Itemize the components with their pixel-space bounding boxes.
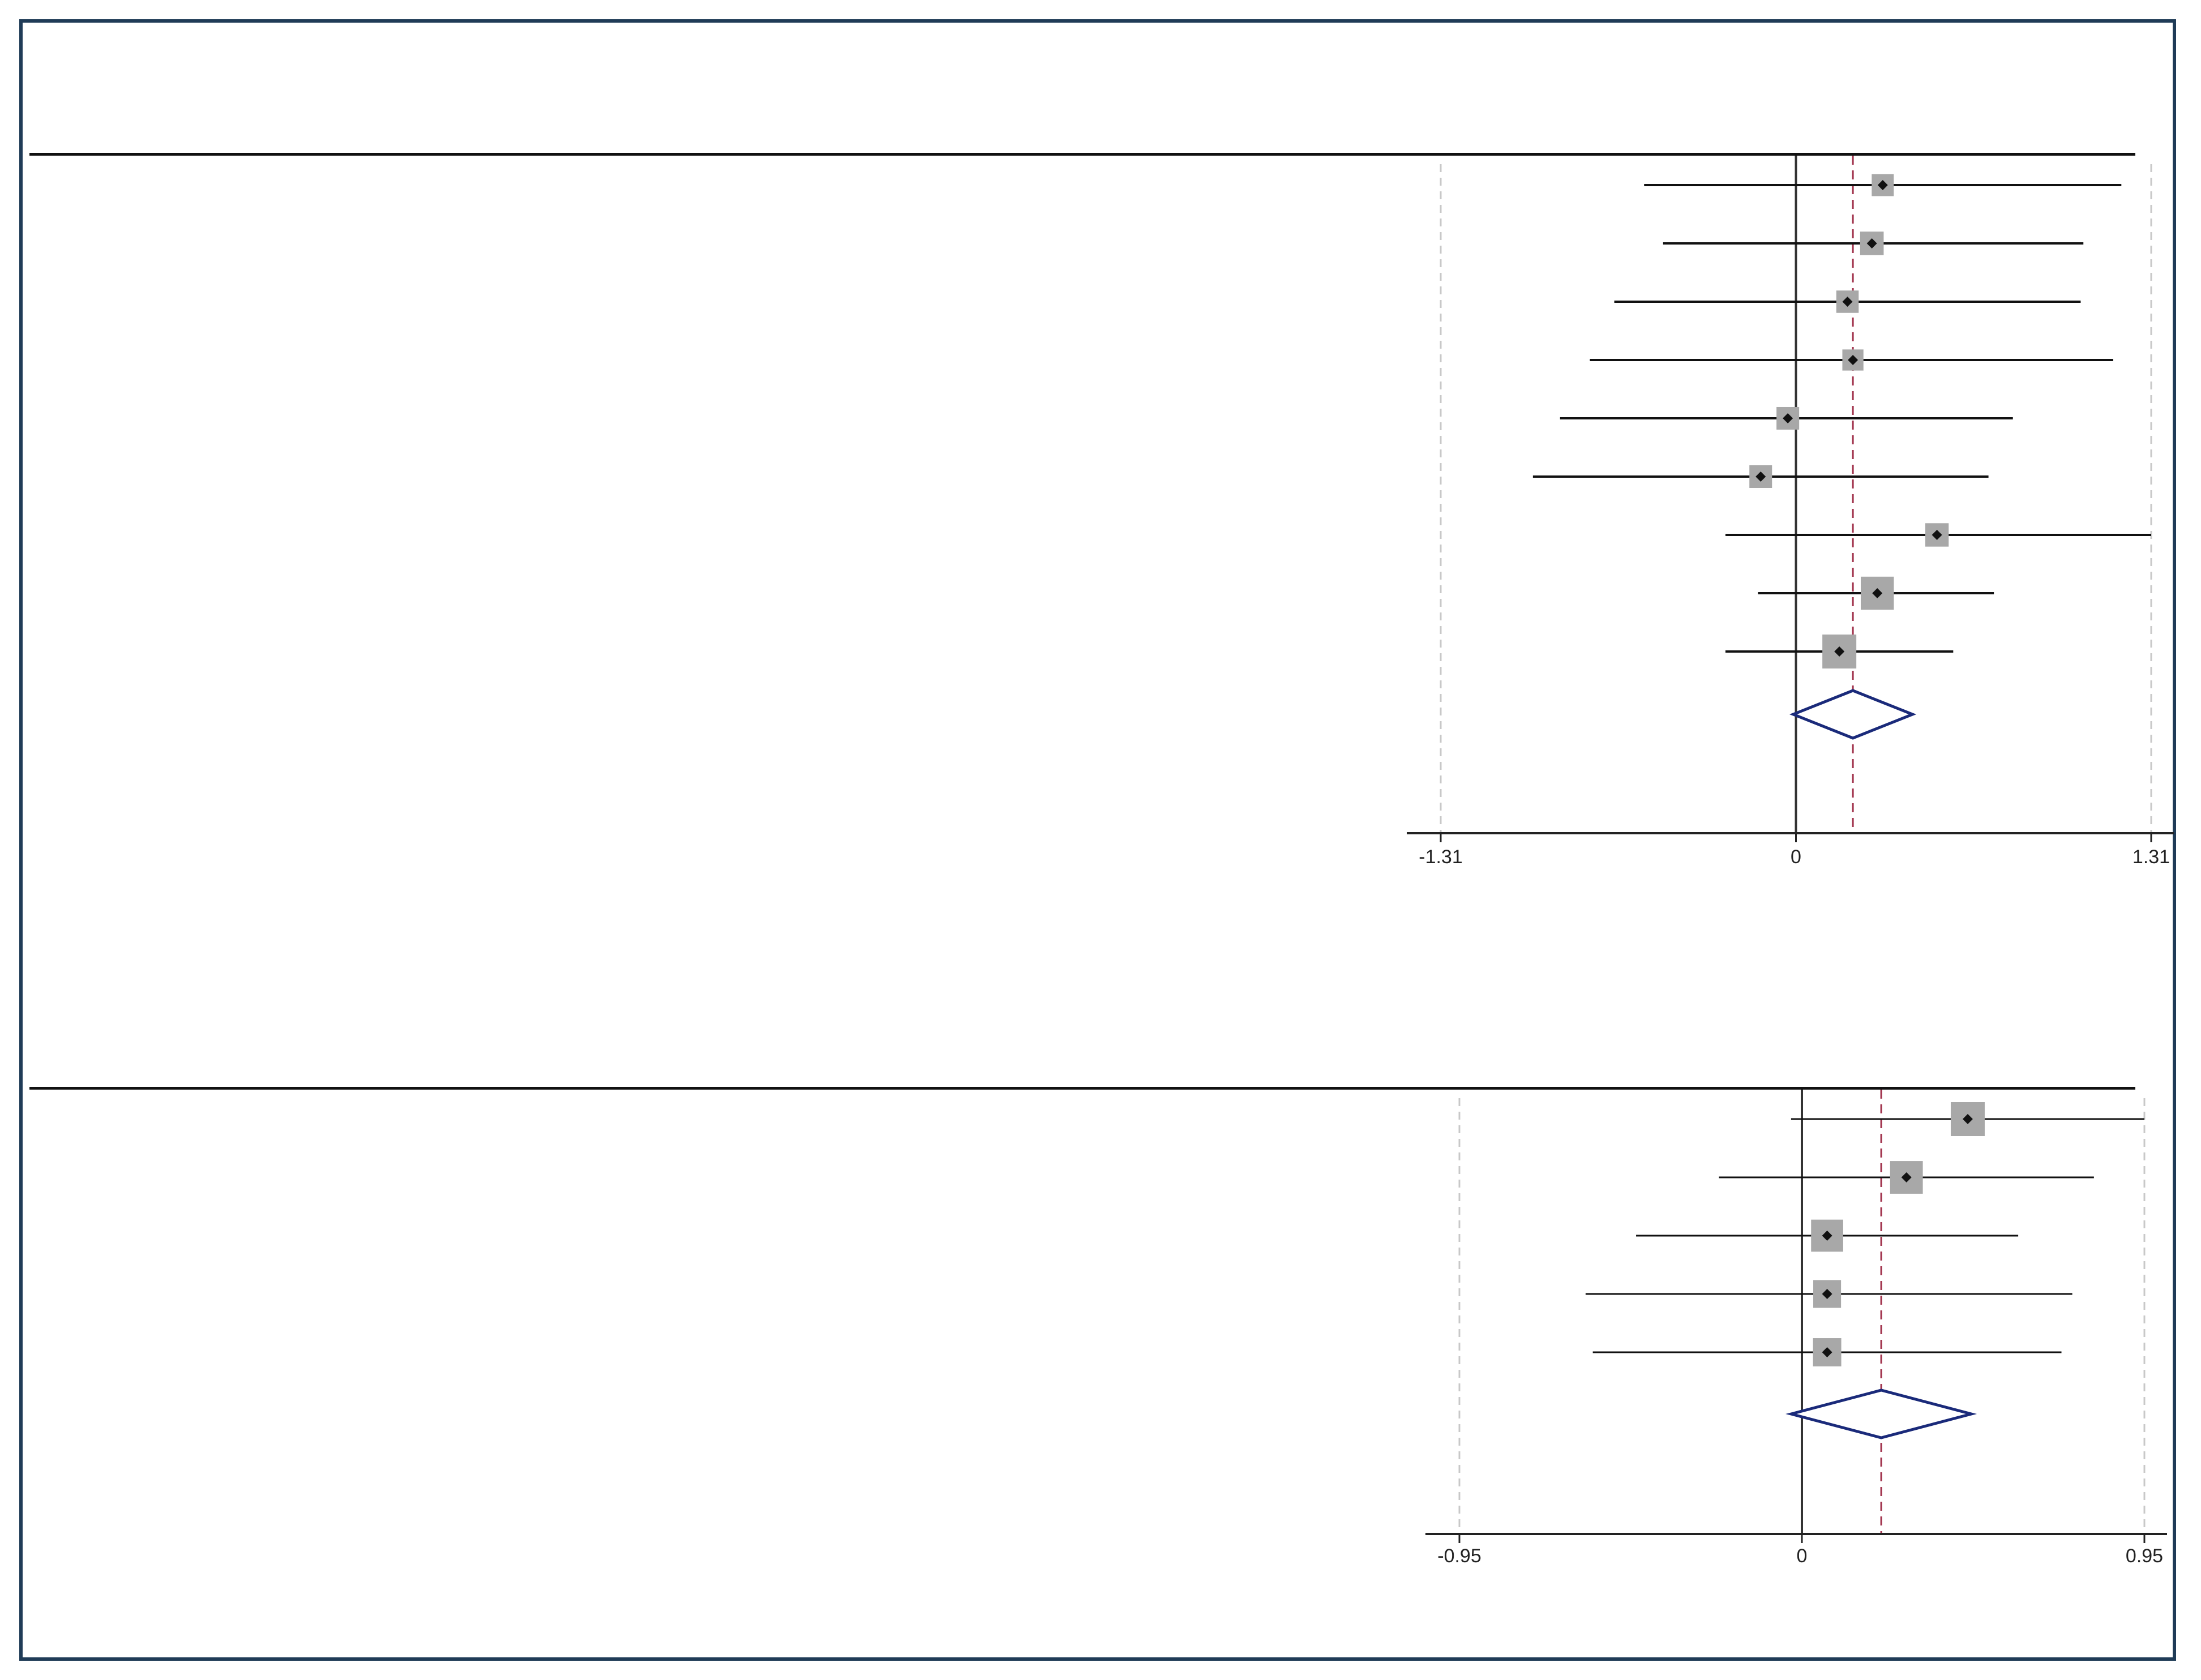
point-estimate — [1842, 297, 1853, 307]
point-estimate — [1755, 472, 1766, 482]
point-estimate — [1848, 355, 1859, 365]
x-tick-label: 0 — [1791, 846, 1801, 868]
header-rule — [29, 153, 2135, 156]
point-estimate — [1877, 180, 1888, 190]
point-estimate — [1834, 646, 1845, 657]
x-tick-label: 0.95 — [2126, 1545, 2163, 1567]
header-rule — [29, 1087, 2135, 1090]
x-tick-label: 0 — [1797, 1545, 1808, 1567]
pooled-diamond — [1789, 689, 1917, 740]
point-estimate — [1866, 238, 1877, 248]
point-estimate — [1822, 1347, 1832, 1357]
figure-border — [19, 19, 2176, 1661]
point-estimate — [1822, 1231, 1832, 1241]
point-estimate — [1872, 588, 1883, 598]
point-estimate — [1962, 1114, 1973, 1124]
pooled-diamond — [1785, 1388, 1977, 1439]
point-estimate — [1932, 530, 1942, 540]
x-tick-label: 1.31 — [2133, 846, 2170, 868]
x-tick-label: -0.95 — [1437, 1545, 1481, 1567]
x-tick-label: -1.31 — [1419, 846, 1463, 868]
point-estimate — [1783, 413, 1793, 423]
point-estimate — [1901, 1172, 1912, 1182]
point-estimate — [1822, 1289, 1832, 1299]
